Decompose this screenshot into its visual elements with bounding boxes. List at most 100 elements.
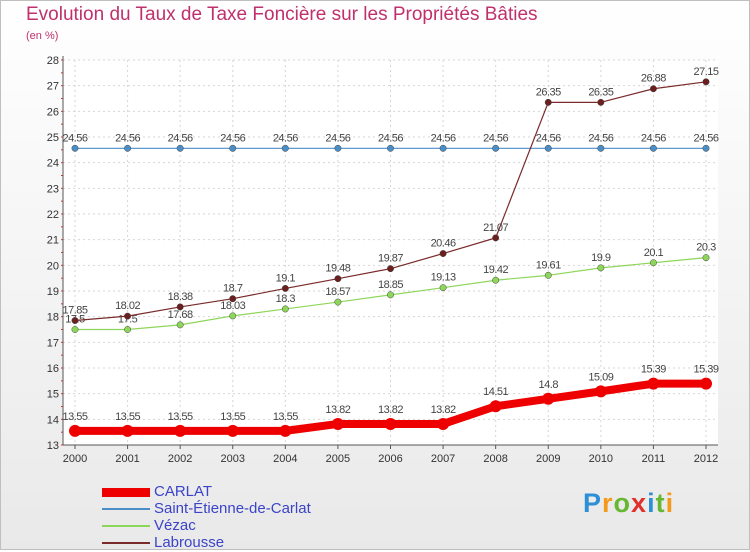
y-tick-label: 14 [47, 414, 59, 426]
data-point [226, 424, 239, 437]
legend-swatch-labrousse [102, 542, 150, 544]
data-label: 13.82 [378, 404, 403, 416]
data-point [649, 85, 657, 93]
y-tick-label: 21 [47, 235, 59, 247]
data-point [229, 144, 237, 152]
data-point [281, 284, 289, 292]
x-tick-label: 2001 [115, 453, 139, 465]
logo-letter: i [647, 488, 656, 518]
data-point [597, 264, 605, 272]
legend-label-saint-etienne-de-carlat: Saint-Étienne-de-Carlat [154, 500, 311, 517]
data-label: 13.82 [431, 404, 456, 416]
data-label: 18.03 [220, 300, 245, 312]
chart-subtitle: (en %) [26, 30, 59, 42]
legend-label-carlat: CARLAT [154, 483, 213, 500]
data-point [334, 144, 342, 152]
x-tick-label: 2004 [273, 453, 297, 465]
data-label: 24.56 [641, 132, 666, 144]
data-point [492, 234, 500, 242]
data-label: 15.39 [693, 364, 718, 376]
data-point [439, 250, 447, 257]
data-point [439, 144, 447, 152]
data-point [489, 400, 502, 413]
data-label: 13.55 [220, 411, 245, 423]
chart-title: Evolution du Taux de Taxe Foncière sur l… [26, 4, 538, 25]
data-label: 24.56 [325, 132, 350, 144]
legend-swatch-vezac [102, 525, 150, 527]
data-point [176, 303, 184, 311]
data-point [544, 144, 552, 152]
y-tick-label: 25 [47, 132, 59, 144]
data-label: 26.35 [588, 86, 613, 98]
data-point [492, 144, 500, 152]
data-point [439, 284, 447, 292]
data-label: 13.55 [115, 411, 140, 423]
x-tick-label: 2012 [694, 453, 718, 465]
data-point [279, 424, 292, 437]
data-label: 13.82 [325, 404, 350, 416]
data-point [594, 385, 607, 398]
data-label: 14.51 [483, 386, 508, 398]
data-label: 20.46 [431, 238, 456, 250]
data-point [121, 424, 134, 437]
data-label: 27.15 [693, 66, 718, 78]
data-point [542, 392, 555, 405]
x-tick-label: 2000 [63, 453, 87, 465]
data-point [387, 291, 394, 299]
data-label: 26.88 [641, 73, 666, 85]
data-point [229, 312, 237, 320]
data-label: 18.38 [168, 291, 193, 303]
y-tick-label: 20 [47, 260, 59, 272]
data-point [331, 417, 344, 430]
data-label: 14.8 [539, 379, 559, 391]
legend-label-labrousse: Labrousse [154, 534, 225, 551]
data-point [71, 317, 79, 324]
data-point [702, 144, 710, 152]
x-tick-label: 2003 [221, 453, 245, 465]
data-label: 13.55 [168, 411, 193, 423]
data-label: 18.85 [378, 279, 403, 291]
y-tick-label: 13 [47, 440, 59, 452]
x-tick-label: 2005 [326, 453, 350, 465]
legend-swatch-carlat [102, 488, 150, 497]
proxiti-logo: Proxiti [583, 488, 674, 519]
legend-label-vezac: Vézac [154, 517, 196, 534]
data-label: 15.09 [588, 371, 613, 383]
data-label: 24.56 [115, 132, 140, 144]
data-label: 13.55 [273, 411, 298, 423]
data-label: 21.07 [483, 222, 508, 234]
y-tick-label: 15 [47, 389, 59, 401]
data-point [71, 144, 79, 152]
data-point [176, 321, 184, 329]
data-label: 18.02 [115, 300, 140, 312]
x-tick-label: 2006 [378, 453, 402, 465]
data-label: 18.57 [325, 286, 350, 298]
data-point [702, 254, 710, 262]
data-point [387, 265, 394, 273]
data-point [492, 276, 500, 284]
x-tick-label: 2011 [642, 453, 666, 465]
data-point [124, 326, 132, 333]
data-label: 19.42 [483, 264, 508, 276]
y-tick-label: 17 [47, 337, 59, 349]
data-label: 26.35 [536, 86, 561, 98]
data-point [229, 295, 237, 303]
data-label: 24.56 [273, 132, 298, 144]
data-point [700, 377, 712, 390]
data-label: 13.55 [62, 411, 87, 423]
data-label: 24.56 [378, 132, 403, 144]
data-point [387, 144, 394, 152]
data-label: 19.87 [378, 253, 403, 265]
y-tick-label: 24 [47, 158, 59, 170]
data-point [649, 144, 657, 152]
data-point [71, 326, 79, 333]
data-point [544, 98, 552, 106]
y-tick-label: 19 [47, 286, 59, 298]
x-tick-label: 2010 [589, 453, 613, 465]
data-label: 20.1 [644, 247, 664, 259]
x-tick-label: 2002 [168, 453, 192, 465]
data-label: 15.39 [641, 364, 666, 376]
data-label: 24.56 [62, 132, 87, 144]
data-point [597, 98, 605, 106]
data-label: 24.56 [536, 132, 561, 144]
